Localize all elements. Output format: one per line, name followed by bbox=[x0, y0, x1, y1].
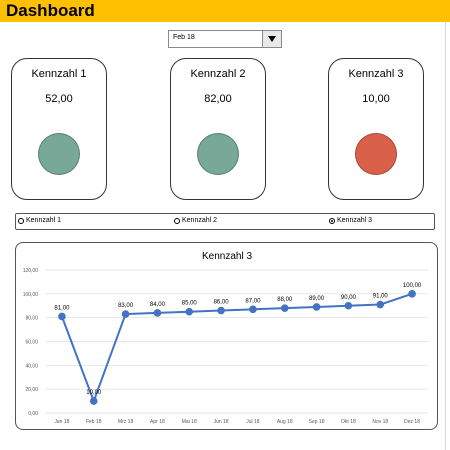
x-tick-label: Nov 18 bbox=[372, 419, 388, 425]
data-point bbox=[408, 290, 416, 298]
series-line bbox=[60, 292, 413, 404]
radio-circle-icon[interactable] bbox=[329, 217, 335, 224]
data-label: 88,00 bbox=[277, 297, 293, 303]
status-light-icon bbox=[38, 133, 80, 175]
kpi-card-3: Kennzahl 3 10,00 bbox=[328, 58, 424, 200]
kpi-radio-group: Kennzahl 1 Kennzahl 2 Kennzahl 3 bbox=[15, 213, 435, 230]
x-tick-label: Okt 18 bbox=[341, 419, 356, 425]
data-label: 87,00 bbox=[245, 298, 261, 304]
data-point bbox=[121, 310, 130, 318]
data-label: 91,00 bbox=[373, 294, 389, 300]
data-label: 83,00 bbox=[118, 303, 134, 309]
page-title: Dashboard bbox=[6, 1, 95, 20]
sheet-divider bbox=[445, 22, 446, 450]
y-tick-label: 60,00 bbox=[25, 340, 38, 346]
kpi-card-title: Kennzahl 1 bbox=[31, 68, 87, 80]
data-label: 90,00 bbox=[341, 295, 357, 301]
x-tick-label: Dez 18 bbox=[404, 419, 420, 425]
kpi-card-title: Kennzahl 2 bbox=[190, 68, 246, 80]
y-tick-label: 20,00 bbox=[25, 387, 38, 393]
data-point bbox=[58, 312, 66, 321]
data-label: 84,00 bbox=[150, 302, 166, 308]
kpi-card-1: Kennzahl 1 52,00 bbox=[11, 58, 107, 200]
data-label: 100,00 bbox=[403, 283, 422, 289]
data-label: 89,00 bbox=[309, 296, 325, 302]
y-tick-label: 120,00 bbox=[23, 268, 39, 274]
data-point bbox=[312, 303, 321, 311]
y-tick-label: 100,00 bbox=[23, 292, 39, 298]
month-dropdown-value: Feb 18 bbox=[173, 34, 195, 41]
x-tick-label: Mrz 18 bbox=[118, 419, 134, 425]
x-tick-label: Jun 18 bbox=[214, 419, 229, 425]
dropdown-button[interactable] bbox=[262, 31, 281, 47]
data-label: 81,00 bbox=[54, 305, 70, 311]
y-tick-label: 80,00 bbox=[25, 316, 38, 322]
dashboard-header: Dashboard bbox=[0, 0, 450, 22]
x-tick-label: Aug 18 bbox=[277, 419, 293, 425]
x-tick-label: Apr 18 bbox=[150, 419, 165, 425]
status-light-icon bbox=[197, 133, 239, 175]
kpi-card-title: Kennzahl 3 bbox=[348, 68, 404, 80]
data-point bbox=[344, 301, 353, 310]
x-tick-label: Mai 18 bbox=[182, 419, 197, 425]
radio-kennzahl-1[interactable]: Kennzahl 1 bbox=[18, 217, 61, 224]
chart-title: Kennzahl 3 bbox=[202, 251, 252, 262]
data-point bbox=[185, 307, 194, 316]
x-tick-label: Sep 18 bbox=[309, 419, 325, 425]
line-chart: Kennzahl 3 0,00 20,00 40,00 60,00 80,00 100,0… bbox=[15, 242, 438, 430]
radio-kennzahl-2[interactable]: Kennzahl 2 bbox=[174, 217, 217, 224]
x-tick-label: Jan 18 bbox=[54, 419, 69, 425]
x-tick-label: Feb 18 bbox=[86, 419, 102, 425]
radio-circle-icon[interactable] bbox=[174, 217, 180, 224]
kpi-card-value: 10,00 bbox=[362, 93, 390, 105]
data-point bbox=[153, 309, 162, 317]
kpi-card-value: 82,00 bbox=[204, 93, 232, 105]
data-point bbox=[89, 397, 98, 405]
y-tick-label: 0,00 bbox=[28, 411, 38, 417]
radio-label: Kennzahl 2 bbox=[182, 217, 218, 224]
data-label: 10,00 bbox=[86, 390, 102, 396]
radio-circle-icon[interactable] bbox=[18, 217, 24, 224]
data-point bbox=[217, 306, 225, 315]
kpi-card-2: Kennzahl 2 82,00 bbox=[170, 58, 266, 200]
data-point bbox=[280, 304, 289, 312]
kpi-card-value: 52,00 bbox=[45, 93, 73, 105]
data-label: 85,00 bbox=[182, 301, 198, 307]
status-light-icon bbox=[355, 133, 397, 175]
radio-label: Kennzahl 3 bbox=[337, 217, 373, 224]
data-label: 86,00 bbox=[214, 300, 230, 306]
data-point bbox=[249, 305, 257, 314]
chart-svg: Kennzahl 3 0,00 20,00 40,00 60,00 80,00 100,0… bbox=[23, 251, 428, 425]
data-point bbox=[376, 300, 385, 309]
y-tick-label: 40,00 bbox=[25, 363, 38, 369]
radio-kennzahl-3[interactable]: Kennzahl 3 bbox=[329, 217, 372, 224]
month-dropdown[interactable]: Feb 18 bbox=[168, 30, 282, 48]
radio-label: Kennzahl 1 bbox=[26, 217, 62, 224]
x-tick-label: Jul 18 bbox=[246, 419, 260, 425]
chevron-down-icon bbox=[268, 36, 276, 42]
